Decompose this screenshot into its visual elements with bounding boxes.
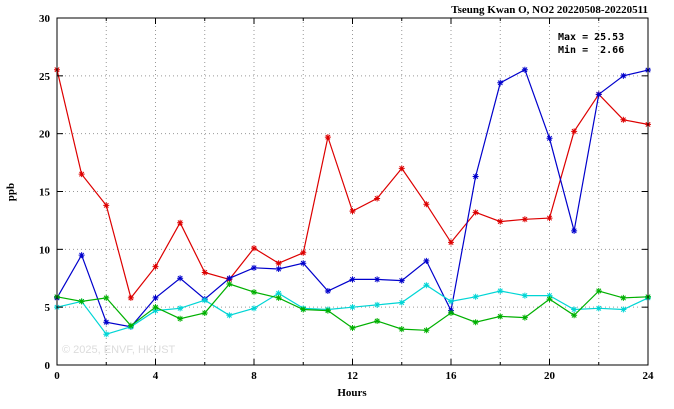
y-axis-label: ppb xyxy=(5,183,17,201)
x-axis-label: Hours xyxy=(337,387,367,399)
y-tick-label: 10 xyxy=(39,244,51,256)
x-tick-label: 4 xyxy=(153,370,159,382)
x-tick-label: 16 xyxy=(446,370,458,382)
x-tick-label: 20 xyxy=(544,370,556,382)
grid-lines xyxy=(57,18,648,365)
watermark: © 2025, ENVF, HKUST xyxy=(62,344,176,356)
x-tick-label: 12 xyxy=(347,370,359,382)
min-annotation: Min = 2.66 xyxy=(558,44,624,56)
y-tick-label: 30 xyxy=(39,13,51,25)
x-tick-label: 24 xyxy=(643,370,655,382)
data-series xyxy=(54,66,651,338)
series-red-line xyxy=(56,69,649,300)
x-tick-label: 8 xyxy=(251,370,257,382)
axis-ticks: 0 4 8 12 16 20 24 0 5 10 15 20 25 30 xyxy=(39,13,654,382)
x-tick-label: 0 xyxy=(54,370,60,382)
y-tick-label: 15 xyxy=(39,187,51,199)
y-tick-label: 5 xyxy=(45,302,51,314)
y-tick-label: 20 xyxy=(39,129,51,141)
y-tick-label: 0 xyxy=(45,360,51,372)
chart-title: Tseung Kwan O, NO2 20220508-20220511 xyxy=(451,4,648,16)
y-tick-label: 25 xyxy=(39,71,51,83)
max-annotation: Max = 25.53 xyxy=(558,32,624,43)
